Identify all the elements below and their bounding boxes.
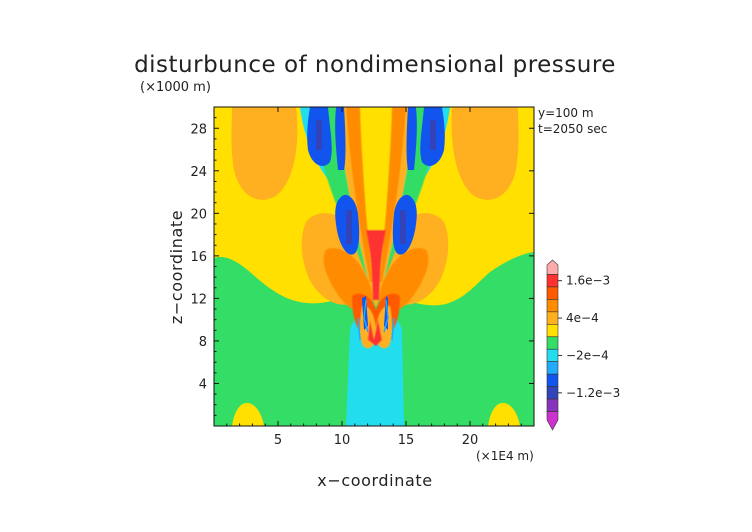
y-tick-label: 20 [190,207,207,222]
y-tick-label: 24 [190,165,207,180]
field-core-filaments [357,299,395,341]
colorbar-level [546,299,559,313]
y-tick-label: 12 [190,292,207,307]
colorbar-label: 1.6e−3 [566,274,610,288]
colorbar-level [546,311,559,325]
contour-field [214,107,534,426]
colorbar-level [546,336,559,350]
colorbar-level [546,386,559,400]
y-tick-label: 16 [190,250,207,265]
y-ticks: 4 8 12 16 20 24 28 [190,117,534,416]
x-axis-label: x−coordinate [317,471,432,490]
colorbar: 1.6e−3 4e−4 −2e−4 −1.2e−3 [546,259,620,431]
y-tick-label: 28 [190,122,207,137]
x-ticks: 5 10 15 20 [226,107,522,448]
colorbar-level [546,411,559,431]
y-axis-label: z−coordinate [167,210,186,324]
x-tick-label: 5 [274,433,282,448]
colorbar-level [546,324,559,338]
colorbar-level [546,361,559,375]
colorbar-level [546,348,559,362]
colorbar-level [546,274,559,288]
x-tick-label: 10 [334,433,351,448]
x-tick-label: 15 [398,433,415,448]
x-unit-label: (×1E4 m) [476,449,534,463]
y-tick-label: 4 [199,377,207,392]
y-unit-label: (×1000 m) [140,80,211,95]
y-tick-label: 8 [199,335,207,350]
colorbar-level [546,259,559,275]
colorbar-level [546,286,559,300]
colorbar-label: 4e−4 [566,311,599,325]
chart-title: disturbunce of nondimensional pressure [134,52,616,78]
colorbar-level [546,398,559,412]
colorbar-level [546,373,559,387]
colorbar-label: −2e−4 [566,348,609,362]
field-bottom-blobs [232,402,520,426]
annotation-y: y=100 m [538,106,594,120]
colorbar-label: −1.2e−3 [566,386,620,400]
field-deep-negative [316,120,436,244]
x-tick-label: 20 [462,433,479,448]
annotation-t: t=2050 sec [538,122,607,136]
